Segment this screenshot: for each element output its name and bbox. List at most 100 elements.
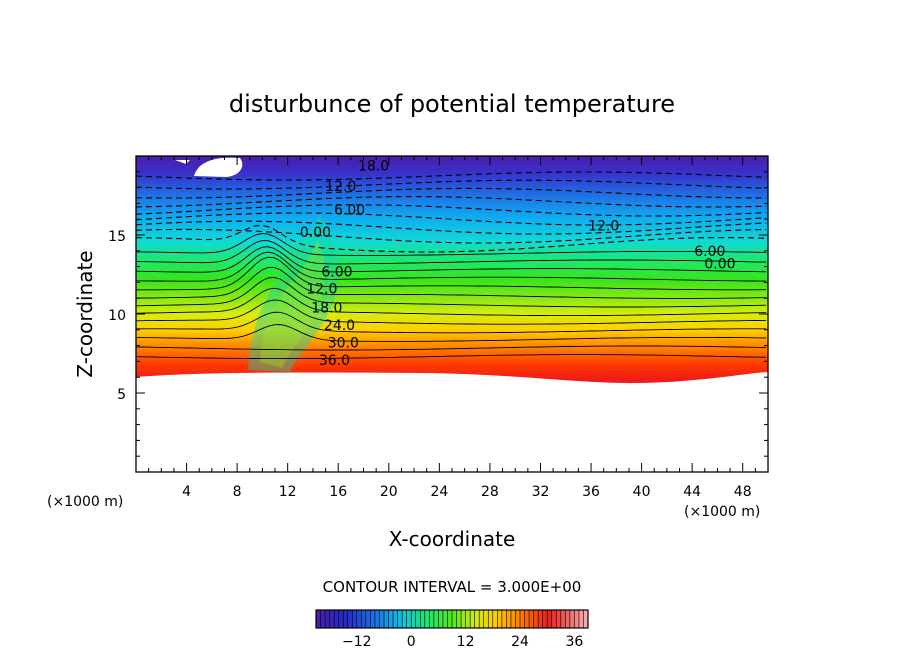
colorbar-cell: [542, 610, 548, 628]
colorbar-cell: [329, 610, 335, 628]
x-unit-label-right: (×1000 m): [684, 504, 760, 520]
plot-area: [136, 156, 768, 472]
colorbar-tick-label: 12: [457, 634, 475, 650]
x-tick-label: 40: [633, 484, 651, 500]
colorbar-cell: [520, 610, 525, 628]
colorbar-tick-label: 0: [407, 634, 416, 650]
contour-label: 36.0: [319, 353, 350, 369]
colorbar-cell: [492, 610, 498, 628]
colorbar-cell: [465, 610, 471, 628]
colorbar-cell: [352, 610, 358, 628]
x-axis: 4 8 12 16 20 24 28 32 36 40 44 48: [148, 156, 756, 500]
colorbar-cell: [452, 610, 457, 628]
colorbar-cell: [388, 610, 394, 628]
contour-line-positive: [136, 251, 766, 282]
contour-label: 12.0: [588, 219, 619, 235]
contour-line-negative: [136, 220, 767, 235]
colorbar-cell: [370, 610, 376, 628]
colorbar-cell: [433, 610, 439, 628]
colorbar-cell: [556, 610, 562, 628]
colorbar-cell: [429, 610, 435, 628]
contour-line-positive: [136, 299, 767, 325]
colorbar-cell: [578, 610, 584, 628]
colorbar-cell: [406, 610, 412, 628]
contour-line-negative: [136, 196, 767, 208]
colorbar-cell: [316, 610, 321, 628]
colorbar-cell: [583, 610, 589, 628]
colorbar-cell: [574, 610, 580, 628]
colorbar-cell: [361, 610, 367, 628]
contour-label: 12.0: [306, 282, 337, 298]
x-tick-label: 24: [430, 484, 448, 500]
contour-line-positive: [136, 256, 766, 291]
contour-label: 6.00: [321, 264, 352, 280]
y-axis-title: Z-coordinate: [73, 250, 97, 377]
contour-line-negative: [136, 224, 767, 253]
colorbar-cell: [411, 610, 417, 628]
contour-label: 30.0: [328, 335, 359, 351]
x-tick-label: 16: [329, 484, 347, 500]
colorbar-cell: [483, 610, 489, 628]
colorbar-cell: [488, 610, 494, 628]
contour-line-positive: [136, 276, 767, 308]
contour-label: 24.0: [324, 318, 355, 334]
colorbar-cell: [420, 610, 426, 628]
contour-label: 18.0: [358, 158, 389, 174]
x-tick-label: 48: [734, 484, 752, 500]
contour-line-positive: [136, 287, 767, 317]
contour-label: 12.0: [325, 179, 356, 195]
colorbar: [315, 609, 589, 629]
colorbar-cell: [456, 610, 462, 628]
contour-line-negative: [136, 179, 767, 190]
colorbar-cell: [565, 610, 571, 628]
colorbar-cell: [415, 610, 421, 628]
contour-line-positive: [136, 233, 767, 256]
contour-line-positive: [136, 266, 766, 299]
contour-line-positive: [136, 240, 767, 265]
colorbar-cell: [365, 610, 371, 628]
x-unit-label-left: (×1000 m): [47, 494, 123, 510]
terrain-mask: [136, 372, 768, 472]
colorbar-tick-label: 36: [565, 634, 583, 650]
colorbar-cell: [529, 610, 534, 628]
contour-line-positive: [136, 311, 766, 334]
contour-label: 0.00: [704, 256, 735, 272]
colorbar-cell: [538, 610, 544, 628]
colorbar-cell: [461, 610, 466, 628]
colorbar-cell: [524, 610, 530, 628]
colorbar-cell: [424, 610, 430, 628]
colorbar-cell: [474, 610, 480, 628]
colorbar-cell: [447, 610, 453, 628]
colorbar-cell: [347, 610, 353, 628]
colorbar-cell: [379, 610, 385, 628]
colorbar-frame: [315, 609, 589, 629]
y-tick-label: 5: [117, 387, 126, 403]
colorbar-cell: [470, 610, 476, 628]
contour-line-negative: [136, 171, 767, 181]
contour-label: 18.0: [311, 301, 342, 317]
x-axis-title: X-coordinate: [389, 527, 516, 551]
contour-line-positive: [136, 345, 767, 351]
contour-label: 6.00: [334, 203, 365, 219]
colorbar-ticks: −12 0 12 24 36: [342, 634, 583, 650]
contour-labels: 18.012.06.000.006.0012.018.024.030.036.0…: [300, 158, 736, 368]
colorbar-cell: [343, 610, 349, 628]
colorbar-cell: [560, 610, 566, 628]
colorbar-cell: [506, 610, 512, 628]
colorbar-cell: [569, 610, 575, 628]
colorbar-cell: [501, 610, 507, 628]
x-tick-label: 8: [233, 484, 242, 500]
contour-label: 6.00: [694, 244, 725, 260]
y-tick-label: 15: [108, 229, 126, 245]
colorbar-tick-label: 24: [511, 634, 529, 650]
colorbar-cell: [402, 610, 408, 628]
colorbar-cell: [510, 610, 516, 628]
colorbar-cell: [320, 610, 326, 628]
x-tick-label: 44: [683, 484, 701, 500]
colorbar-cell: [374, 610, 380, 628]
contour-interval-label: CONTOUR INTERVAL = 3.000E+00: [323, 578, 582, 596]
colorbar-cell: [442, 610, 448, 628]
y-tick-label: 10: [108, 308, 126, 324]
colorbar-cell: [384, 610, 389, 628]
